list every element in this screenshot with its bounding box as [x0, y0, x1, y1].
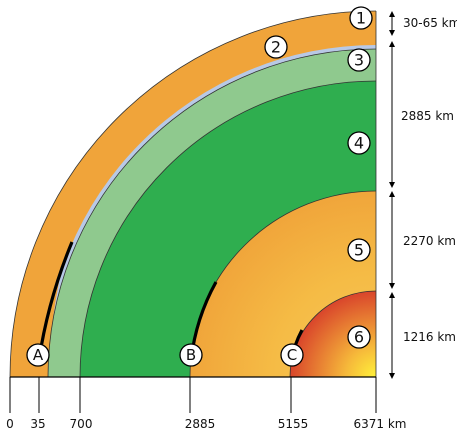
axis-tick-labels: 0 35 700 2885 5155 6371 km — [6, 417, 406, 431]
arrow-crust-top — [389, 11, 395, 17]
layer-badge-5: 5 — [347, 238, 371, 262]
axis-label-5155: 5155 — [278, 417, 309, 431]
axis-label-0: 0 — [6, 417, 14, 431]
layer-badge-2-label: 2 — [271, 38, 281, 57]
layer-badge-1-label: 1 — [356, 9, 366, 28]
arrow-mantle-bottom — [389, 182, 395, 188]
marker-a: A — [26, 343, 50, 367]
arrow-inner-top — [389, 292, 395, 298]
thickness-crust: 30-65 km — [403, 16, 457, 30]
axis-ticks — [9, 377, 377, 413]
axis-label-2885: 2885 — [185, 417, 216, 431]
thickness-inner-core: 1216 km — [403, 330, 456, 344]
layer-badge-1: 1 — [349, 6, 373, 30]
marker-c-label: C — [287, 346, 297, 364]
marker-b-label: B — [186, 346, 196, 364]
layer-badge-6-label: 6 — [354, 328, 364, 347]
lower-mantle-outline — [79, 80, 377, 378]
layer-badge-6: 6 — [347, 325, 371, 349]
layer-badge-3: 3 — [347, 48, 371, 72]
bracket-arrowheads — [389, 11, 395, 379]
thickness-outer-core: 2270 km — [403, 234, 456, 248]
marker-a-label: A — [33, 346, 44, 364]
arrow-outer-top — [389, 191, 395, 197]
layer-badge-2: 2 — [264, 35, 288, 59]
mantle-outline — [47, 48, 377, 378]
thickness-labels: 30-65 km 2885 km 2270 km 1216 km — [401, 16, 457, 344]
axis-label-6371: 6371 km — [354, 417, 407, 431]
crust-wedge-left — [14, 202, 82, 377]
marker-c: C — [280, 343, 304, 367]
layer-badge-4: 4 — [347, 131, 371, 155]
layer-badge-3-label: 3 — [354, 51, 364, 70]
layer-badge-5-label: 5 — [354, 241, 364, 260]
axis-label-700: 700 — [70, 417, 93, 431]
arrow-outer-bottom — [389, 283, 395, 289]
arrow-inner-bottom — [389, 373, 395, 379]
inner-core-layer — [290, 291, 376, 377]
arrow-mantle-top — [389, 41, 395, 47]
axis-label-35: 35 — [30, 417, 45, 431]
arrow-crust-bottom — [389, 30, 395, 36]
layer-badge-4-label: 4 — [354, 134, 364, 153]
thickness-mantle: 2885 km — [401, 109, 454, 123]
crust-outline — [9, 10, 377, 378]
marker-b: B — [179, 343, 203, 367]
